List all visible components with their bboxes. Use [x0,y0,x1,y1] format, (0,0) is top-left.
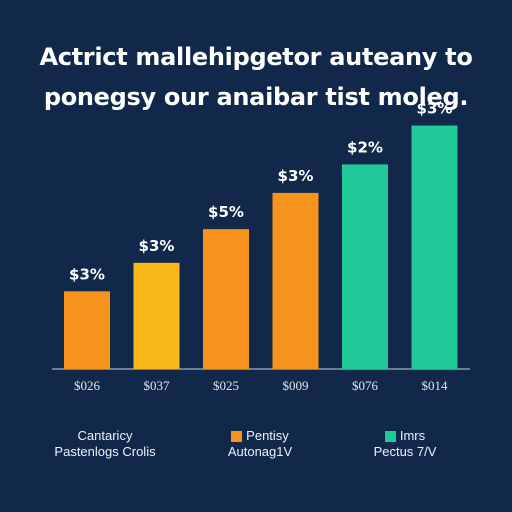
bar-value-label-4: $3% [278,167,314,185]
legend-label-3-line1: Imrs [399,428,426,443]
x-tick-label-3: $025 [213,378,239,393]
bar-value-label-5: $2% [347,138,383,156]
bar-5 [342,164,388,369]
legend-label-2-line1: Pentisy [246,428,289,443]
bar-4 [272,192,319,369]
x-tick-label-2: $037 [144,378,171,393]
legend-entry-1: Cantaricy Pastenlogs Crolis [40,428,170,460]
legend-entry-2: Pentisy Autonag1V [200,428,320,460]
bar-value-label-3: $5% [208,203,244,221]
legend-label-2-line2: Autonag1V [227,444,293,459]
legend-label-1-line2: Pastenlogs Crolis [54,444,156,459]
bar-3 [203,229,249,369]
x-tick-label-1: $026 [74,378,101,393]
bar-value-label-1: $3% [69,265,105,283]
chart-title-line-1: Actrict mallehipgetor auteany to [39,43,473,71]
bar-1 [64,291,110,369]
bar-value-label-2: $3% [139,237,175,255]
legend-entry-3: Imrs Pectus 7/V [350,428,460,460]
chart-title-line-2: ponegsy our anaibar tist moleg. [43,83,469,111]
bar-2 [133,262,180,369]
legend-label-1-line1: Cantaricy [77,428,133,443]
legend-swatch-teal [384,430,396,442]
x-tick-label-6: $014 [422,378,449,393]
legend-swatch-orange [231,430,243,442]
legend-label-3-line2: Pectus 7/V [373,444,437,459]
x-tick-label-5: $076 [352,378,379,393]
bar-value-label-6: $3% [417,100,453,118]
bar-group: $3% $026 $3% $037 $5% $025 $3% $009 $2% $076 $3% $0… [64,100,458,393]
x-tick-label-4: $009 [283,378,309,393]
bar-6 [411,125,458,369]
